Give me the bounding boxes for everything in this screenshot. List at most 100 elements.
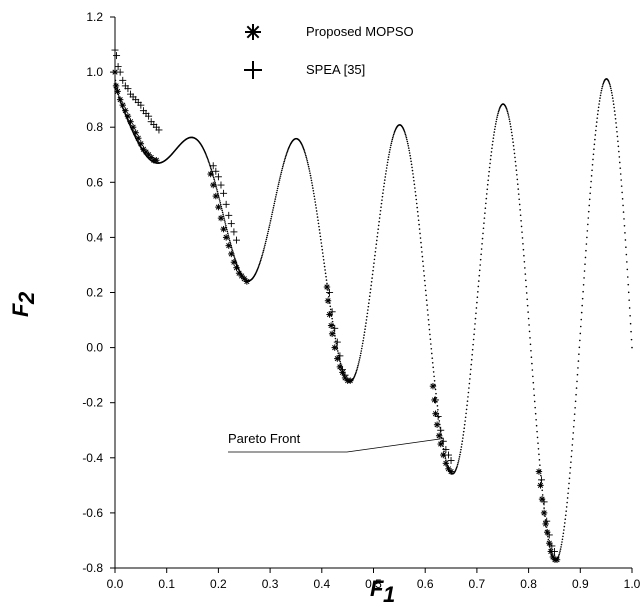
curve-dot <box>489 158 492 161</box>
curve-dot <box>319 235 322 238</box>
curve-dot <box>609 85 612 88</box>
curve-dot <box>528 324 530 326</box>
curve-dot <box>586 230 589 232</box>
curve-dot <box>215 187 218 189</box>
x-tick-label: 1.0 <box>624 577 641 591</box>
curve-dot <box>260 256 263 259</box>
curve-dot <box>382 192 384 195</box>
legend-marker-plus-icon <box>244 61 262 79</box>
data-point-asterisk <box>334 355 341 362</box>
curve-dot <box>334 337 337 340</box>
curve-dot <box>475 307 478 309</box>
x-tick-label: 0.7 <box>469 577 486 591</box>
curve-dot <box>420 241 422 244</box>
curve-dot <box>528 330 531 333</box>
curve-dot <box>379 209 382 212</box>
curve-dot <box>560 543 563 546</box>
curve-dot <box>431 357 434 359</box>
data-point-plus <box>543 517 551 525</box>
data-point-asterisk <box>442 460 450 467</box>
curve-dot <box>362 339 364 342</box>
curve-dot <box>313 198 316 200</box>
curve-dot <box>286 151 288 154</box>
curve-dot <box>622 211 625 213</box>
curve-dot <box>375 243 378 246</box>
curve-dot <box>489 162 491 165</box>
curve-dot <box>511 134 513 137</box>
curve-dot <box>305 156 308 159</box>
curve-dot <box>418 228 421 230</box>
curve-dot <box>268 224 271 226</box>
curve-dot <box>272 209 274 211</box>
curve-dot <box>328 295 330 298</box>
curve-dot <box>363 331 366 333</box>
curve-dot <box>533 400 536 403</box>
curve-dot <box>558 553 560 556</box>
curve-dot <box>282 164 285 166</box>
curve-dot <box>584 263 586 266</box>
curve-dot <box>483 222 485 224</box>
curve-dot <box>407 144 410 147</box>
curve-dot <box>477 291 479 293</box>
curve-dot <box>415 194 417 197</box>
curve-dot <box>305 154 307 157</box>
curve-dot <box>597 109 599 112</box>
data-point-asterisk <box>207 170 214 178</box>
curve-dot <box>374 250 377 253</box>
curve-dot <box>518 203 521 206</box>
curve-dot <box>426 304 428 306</box>
curve-dot <box>571 449 573 452</box>
plot-area: 0.0 0.1 0.2 0.3 0.4 0.5 0.6 0.7 0.8 0.9 1.0 -0.8-0… <box>82 10 640 591</box>
curve-dot <box>537 442 539 444</box>
pareto-front-annotation: Pareto Front <box>228 431 444 453</box>
curve-dot <box>543 507 545 509</box>
curve-dot <box>569 472 571 474</box>
curve-dot <box>427 314 429 316</box>
curve-dot <box>611 94 614 97</box>
curve-dot <box>487 175 490 177</box>
curve-dot <box>207 160 210 162</box>
curve-dot <box>495 120 497 123</box>
data-point-plus <box>145 112 153 120</box>
curve-dot <box>375 239 378 242</box>
curve-dot <box>471 353 474 356</box>
curve-dot <box>309 174 312 177</box>
curve-dot <box>475 312 477 315</box>
x-tick-label: 0.6 <box>417 577 434 591</box>
curve-dot <box>218 196 220 198</box>
curve-dot <box>593 143 596 146</box>
curve-dot <box>405 135 407 137</box>
curve-dot <box>421 255 424 258</box>
curve-dot <box>617 145 620 148</box>
curve-dot <box>432 366 434 369</box>
data-series <box>111 46 561 563</box>
x-axis-title: F 1 <box>370 576 395 607</box>
curve-dot <box>267 230 270 233</box>
curve-dot <box>318 229 321 231</box>
curve-dot <box>592 158 594 161</box>
curve-dot <box>272 207 275 209</box>
curve-dot <box>381 195 384 198</box>
curve-dot <box>615 122 617 124</box>
curve-dot <box>212 176 215 179</box>
curve-dot <box>630 330 632 333</box>
curve-dot <box>409 157 412 160</box>
curve-dot <box>389 148 391 151</box>
curve-dot <box>411 166 413 169</box>
curve-dot <box>531 362 533 365</box>
curve-dot <box>505 107 508 110</box>
curve-dot <box>527 317 530 320</box>
curve-dot <box>224 221 226 223</box>
curve-dot <box>559 550 561 552</box>
curve-dot <box>509 125 512 128</box>
curve-dot <box>415 202 418 205</box>
curve-dot <box>620 179 622 181</box>
curve-dot <box>466 404 468 407</box>
curve-dot <box>596 113 599 116</box>
curve-dot <box>480 248 483 250</box>
curve-dot <box>335 340 337 342</box>
curve-dot <box>389 146 392 149</box>
curve-dot <box>616 135 619 138</box>
curve-dot <box>560 546 562 548</box>
curve-dot <box>563 522 566 524</box>
